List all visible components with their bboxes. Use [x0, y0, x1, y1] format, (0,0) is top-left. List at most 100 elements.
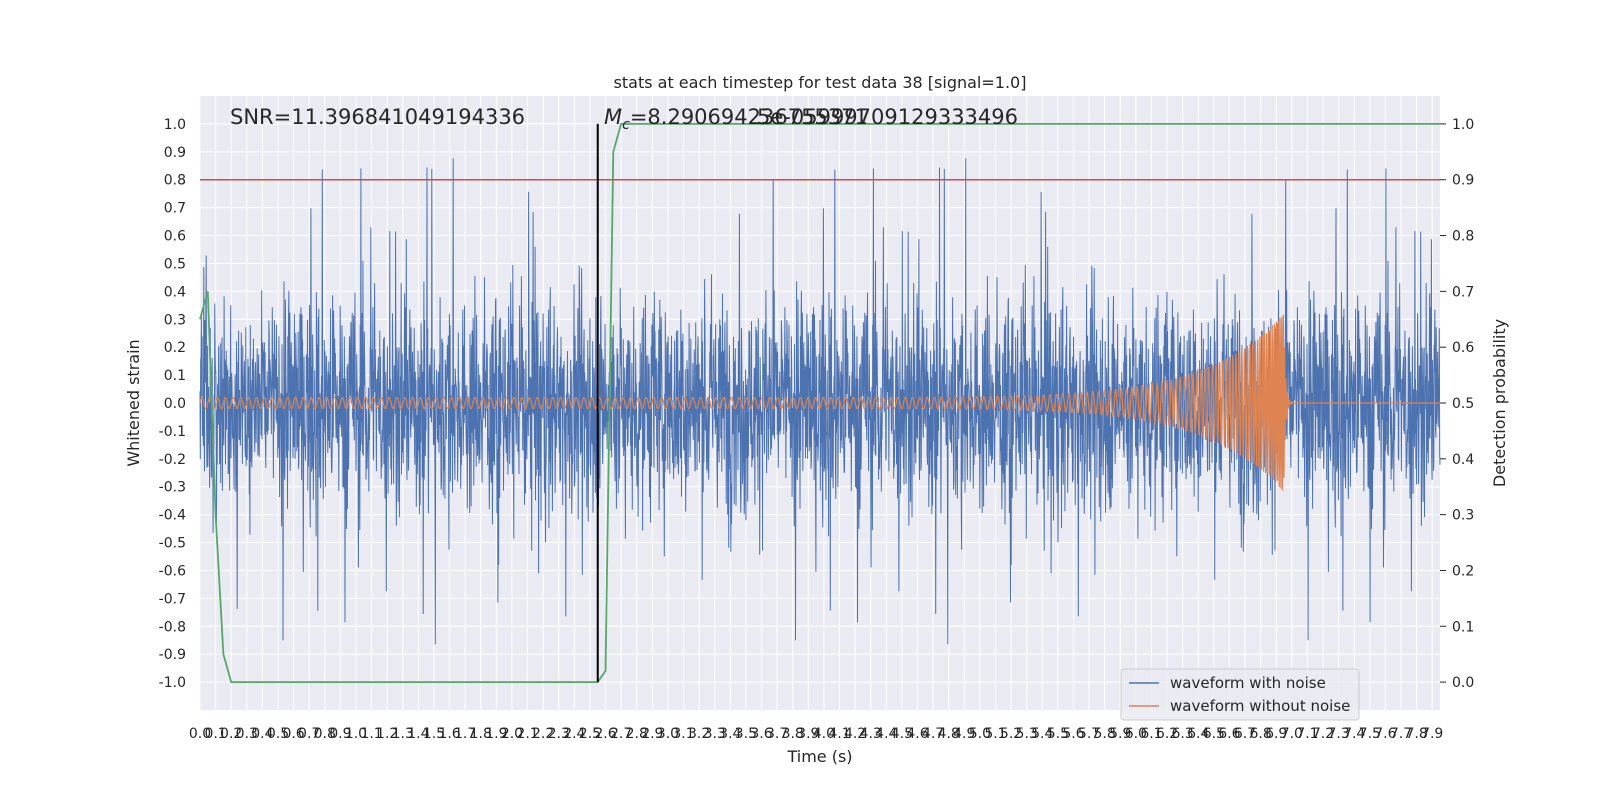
x-tick-label: 3.4	[719, 726, 741, 742]
x-tick-label: 6.9	[1265, 726, 1287, 742]
x-tick-labels: 0.00.10.20.30.40.50.60.70.80.91.01.11.21…	[189, 726, 1443, 742]
x-tick-label: 5.2	[1000, 726, 1022, 742]
y2-tick-label: 0.4	[1452, 452, 1474, 468]
y-tick-label: -0.3	[159, 480, 186, 496]
x-tick-label: 4.9	[953, 726, 975, 742]
y-tick-labels: 1.0 0.9 0.8 0.7 0.6 0.5 0.4 0.3 0.2 0.1 0.0 -0.1 -0.…	[159, 117, 186, 691]
chirp-mass-annotation: Mc=8.290694236755371	[604, 105, 868, 133]
x-tick-label: 4.0	[813, 726, 835, 742]
x-tick-label: 7.7	[1390, 726, 1412, 742]
x-tick-label: 2.1	[516, 726, 538, 742]
x-tick-label: 7.6	[1374, 726, 1396, 742]
x-tick-label: 2.2	[532, 726, 554, 742]
x-tick-label: 2.8	[626, 726, 648, 742]
y-tick-label: 0.8	[164, 173, 186, 189]
y-tick-label: -0.4	[159, 508, 186, 524]
x-tick-label: 4.3	[860, 726, 882, 742]
x-tick-label: 2.5	[579, 726, 601, 742]
x-tick-label: 5.0	[969, 726, 991, 742]
y2-tick-labels: 1.0 0.9 0.8 0.7 0.6 0.5 0.4 0.3 0.2 0.1 0.0	[1440, 117, 1474, 691]
y-tick-label: 0.4	[164, 284, 186, 300]
y-axis-label: Whitened strain	[124, 339, 143, 466]
x-tick-label: 4.4	[875, 726, 897, 742]
x-tick-label: 0.9	[329, 726, 351, 742]
x-tick-label: 5.9	[1109, 726, 1131, 742]
x-tick-label: 7.2	[1312, 726, 1334, 742]
x-tick-label: 1.2	[376, 726, 398, 742]
y-tick-label: -0.1	[159, 424, 186, 440]
x-tick-label: 0.4	[251, 726, 273, 742]
y-tick-label: 0.3	[164, 312, 186, 328]
y2-tick-label: 0.5	[1452, 396, 1474, 412]
x-tick-label: 4.2	[844, 726, 866, 742]
x-tick-label: 3.3	[704, 726, 726, 742]
noise-line	[199, 158, 1441, 645]
y-tick-label: 0.0	[164, 396, 186, 412]
x-tick-label: 0.6	[282, 726, 304, 742]
x-tick-label: 7.3	[1327, 726, 1349, 742]
y-tick-label: -0.7	[159, 591, 186, 607]
x-tick-label: 1.4	[407, 726, 429, 742]
y2-tick-label: 0.9	[1452, 173, 1474, 189]
x-tick-label: 5.7	[1078, 726, 1100, 742]
x-tick-label: 3.6	[750, 726, 772, 742]
x-tick-label: 1.1	[360, 726, 382, 742]
y-tick-label: 0.2	[164, 340, 186, 356]
x-tick-label: 5.1	[984, 726, 1006, 742]
y-tick-label: 0.7	[164, 201, 186, 217]
x-tick-label: 7.9	[1421, 726, 1443, 742]
overlap-annotation: 5e-05999709129333496	[757, 105, 1018, 129]
legend-label-noise: waveform with noise	[1170, 674, 1326, 692]
y2-axis-label: Detection probability	[1490, 319, 1509, 487]
x-tick-label: 6.3	[1172, 726, 1194, 742]
x-tick-label: 6.4	[1187, 726, 1209, 742]
y-tick-label: 0.6	[164, 229, 186, 245]
x-tick-label: 6.6	[1218, 726, 1240, 742]
x-tick-label: 1.5	[423, 726, 445, 742]
x-tick-label: 3.8	[782, 726, 804, 742]
x-tick-label: 3.5	[735, 726, 757, 742]
y-tick-label: -0.9	[159, 647, 186, 663]
y-tick-label: 1.0	[164, 117, 186, 133]
x-tick-label: 3.1	[672, 726, 694, 742]
y-tick-label: -0.6	[159, 563, 186, 579]
x-tick-label: 6.8	[1249, 726, 1271, 742]
x-tick-label: 6.5	[1203, 726, 1225, 742]
x-tick-label: 5.3	[1016, 726, 1038, 742]
x-tick-label: 5.8	[1094, 726, 1116, 742]
y2-tick-label: 0.2	[1452, 563, 1474, 579]
x-axis-label: Time (s)	[786, 747, 852, 766]
x-tick-label: 0.1	[204, 726, 226, 742]
legend-label-clean: waveform without noise	[1170, 697, 1350, 715]
x-tick-label: 4.5	[891, 726, 913, 742]
series-waveform-with-noise	[199, 158, 1441, 645]
x-tick-label: 0.2	[220, 726, 242, 742]
x-tick-label: 2.0	[501, 726, 523, 742]
x-tick-label: 4.7	[922, 726, 944, 742]
x-tick-label: 1.3	[392, 726, 414, 742]
y-tick-label: 0.5	[164, 256, 186, 272]
x-tick-label: 6.0	[1125, 726, 1147, 742]
y2-tick-label: 0.1	[1452, 619, 1474, 635]
reference-lines	[200, 123, 1440, 683]
series-waveform-without-noise	[199, 314, 1440, 491]
x-tick-label: 4.1	[828, 726, 850, 742]
legend: waveform with noise waveform without noi…	[1120, 668, 1360, 721]
x-tick-label: 7.4	[1343, 726, 1365, 742]
series-detection-probability	[199, 123, 1440, 683]
y2-tick-label: 0.7	[1452, 284, 1474, 300]
y2-tick-label: 0.6	[1452, 340, 1474, 356]
x-tick-label: 6.1	[1140, 726, 1162, 742]
x-tick-label: 1.7	[454, 726, 476, 742]
x-tick-label: 1.6	[438, 726, 460, 742]
y-tick-label: 0.1	[164, 368, 186, 384]
x-tick-label: 2.4	[563, 726, 585, 742]
x-tick-label: 5.4	[1031, 726, 1053, 742]
y-tick-label: -0.2	[159, 452, 186, 468]
x-tick-label: 1.9	[485, 726, 507, 742]
y2-tick-label: 0.0	[1452, 675, 1474, 691]
x-tick-label: 0.3	[236, 726, 258, 742]
x-tick-label: 0.0	[189, 726, 211, 742]
x-tick-label: 3.2	[688, 726, 710, 742]
